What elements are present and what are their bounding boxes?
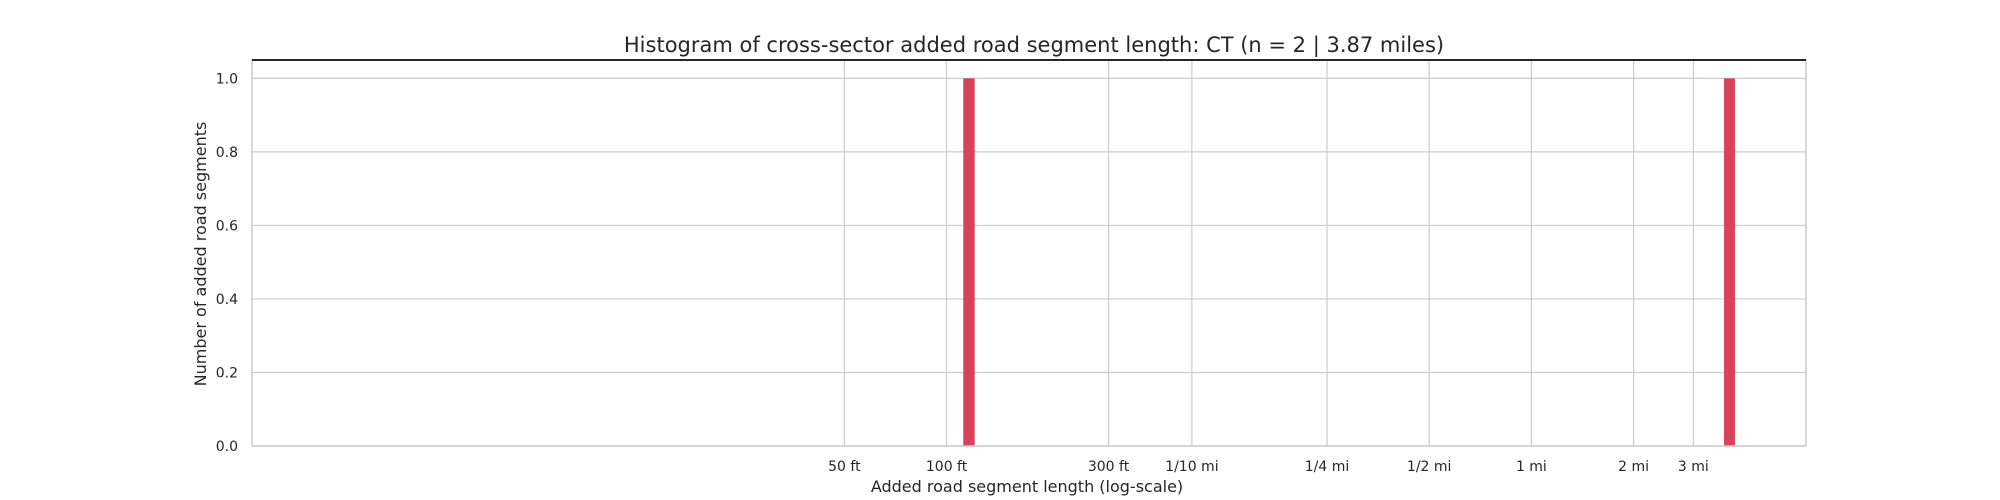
- x-tick-label: 1/4 mi: [1305, 459, 1350, 475]
- y-tick-label: 0.2: [216, 365, 238, 381]
- x-tick-label: 1/2 mi: [1407, 459, 1452, 475]
- x-tick-label: 1/10 mi: [1165, 459, 1218, 475]
- x-tick-label: 50 ft: [828, 459, 861, 475]
- x-tick-label: 3 mi: [1678, 459, 1709, 475]
- x-tick-label: 2 mi: [1618, 459, 1649, 475]
- histogram-bar: [1724, 78, 1735, 446]
- chart-title: Histogram of cross-sector added road seg…: [624, 33, 1444, 58]
- x-tick-label: 100 ft: [926, 459, 968, 475]
- y-axis-label: Number of added road segments: [191, 122, 210, 387]
- histogram-bar: [963, 78, 975, 446]
- y-tick-label: 0.6: [216, 218, 238, 234]
- x-axis-label: Added road segment length (log-scale): [871, 477, 1183, 496]
- y-tick-label: 1.0: [216, 71, 238, 87]
- x-tick-label: 300 ft: [1088, 459, 1130, 475]
- y-tick-label: 0.0: [216, 439, 238, 455]
- y-tick-label: 0.8: [216, 145, 238, 161]
- y-tick-label: 0.4: [216, 292, 238, 308]
- x-tick-label: 1 mi: [1516, 459, 1547, 475]
